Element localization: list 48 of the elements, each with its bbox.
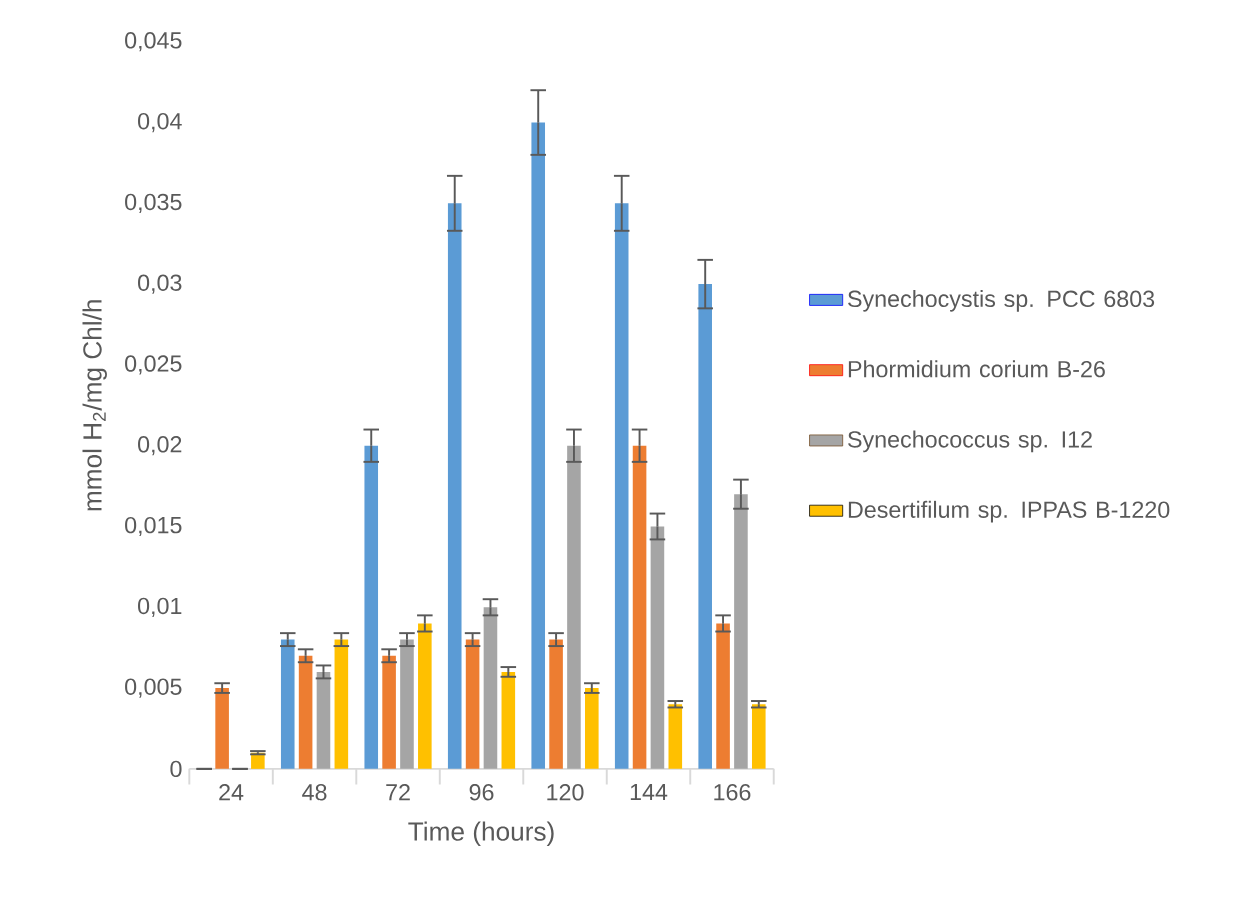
x-tick-label: 144 (630, 784, 668, 801)
legend-label: Synechocystis sp. PCC 6803 (848, 290, 1155, 312)
bar (447, 203, 462, 769)
bar (585, 688, 599, 769)
bar (531, 122, 546, 769)
bar (751, 704, 766, 769)
x-tick-label: 48 (302, 784, 327, 801)
x-axis-title: Time (hours) (408, 821, 554, 847)
legend-label: Phormidium corium B-26 (848, 360, 1105, 378)
bar (698, 284, 712, 769)
bar (501, 672, 516, 769)
bar (465, 639, 480, 769)
y-tick-label: 0,01 (138, 597, 182, 617)
y-tick-label: 0,045 (125, 32, 182, 52)
y-tick-label: 0 (170, 760, 182, 778)
bar (567, 445, 581, 769)
x-tick-label: 24 (219, 784, 244, 801)
bar (334, 639, 349, 769)
bar (382, 655, 396, 769)
y-tick-label: 0,015 (125, 516, 182, 537)
y-tick-label: 0,035 (125, 193, 182, 214)
bar (716, 623, 730, 769)
y-axis-title: mmol H$_{2}$/mg Chl/h (82, 300, 107, 511)
bar (364, 445, 379, 769)
x-tick-label: 166 (714, 784, 751, 801)
bar (215, 688, 229, 769)
bar (549, 639, 563, 769)
bar (650, 526, 665, 769)
bar (668, 704, 683, 769)
legend-label: Desertifilum sp. IPPAS B-1220 (848, 500, 1170, 523)
x-tick-label: 96 (469, 784, 494, 801)
y-tick-label: 0,03 (138, 274, 182, 294)
x-tick-label: 120 (547, 784, 584, 801)
bar (734, 494, 748, 769)
bar (418, 623, 432, 769)
bar (614, 203, 629, 769)
bar (483, 607, 498, 769)
bar (400, 639, 414, 769)
bar (280, 639, 295, 769)
bar (298, 655, 313, 769)
bar (316, 672, 331, 769)
y-tick-label: 0,04 (138, 112, 182, 133)
bar (632, 445, 647, 769)
y-tick-label: 0,005 (125, 678, 182, 698)
y-tick-label: 0,025 (125, 355, 182, 375)
legend-label: Synechococcus sp. I12 (848, 430, 1092, 453)
x-tick-label: 72 (386, 784, 410, 801)
y-tick-label: 0,02 (138, 436, 182, 456)
